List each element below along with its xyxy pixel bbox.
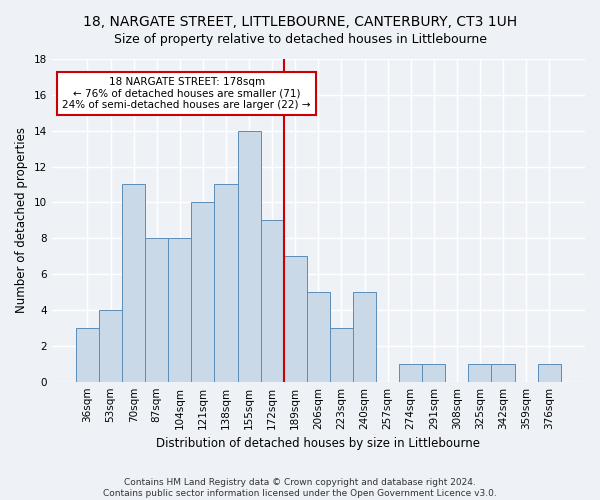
Bar [399, 364, 422, 382]
Bar [330, 328, 353, 382]
Bar [353, 292, 376, 382]
Bar [191, 202, 214, 382]
Text: 18, NARGATE STREET, LITTLEBOURNE, CANTERBURY, CT3 1UH: 18, NARGATE STREET, LITTLEBOURNE, CANTER… [83, 15, 517, 29]
Bar [168, 238, 191, 382]
Bar [76, 328, 99, 382]
Bar [422, 364, 445, 382]
Bar [260, 220, 284, 382]
Bar [214, 184, 238, 382]
Bar [238, 130, 260, 382]
Bar [307, 292, 330, 382]
Text: Size of property relative to detached houses in Littlebourne: Size of property relative to detached ho… [113, 32, 487, 46]
X-axis label: Distribution of detached houses by size in Littlebourne: Distribution of detached houses by size … [157, 437, 481, 450]
Bar [538, 364, 561, 382]
Bar [491, 364, 515, 382]
Bar [122, 184, 145, 382]
Bar [99, 310, 122, 382]
Text: Contains HM Land Registry data © Crown copyright and database right 2024.
Contai: Contains HM Land Registry data © Crown c… [103, 478, 497, 498]
Bar [145, 238, 168, 382]
Bar [469, 364, 491, 382]
Y-axis label: Number of detached properties: Number of detached properties [15, 128, 28, 314]
Bar [284, 256, 307, 382]
Text: 18 NARGATE STREET: 178sqm
← 76% of detached houses are smaller (71)
24% of semi-: 18 NARGATE STREET: 178sqm ← 76% of detac… [62, 77, 311, 110]
